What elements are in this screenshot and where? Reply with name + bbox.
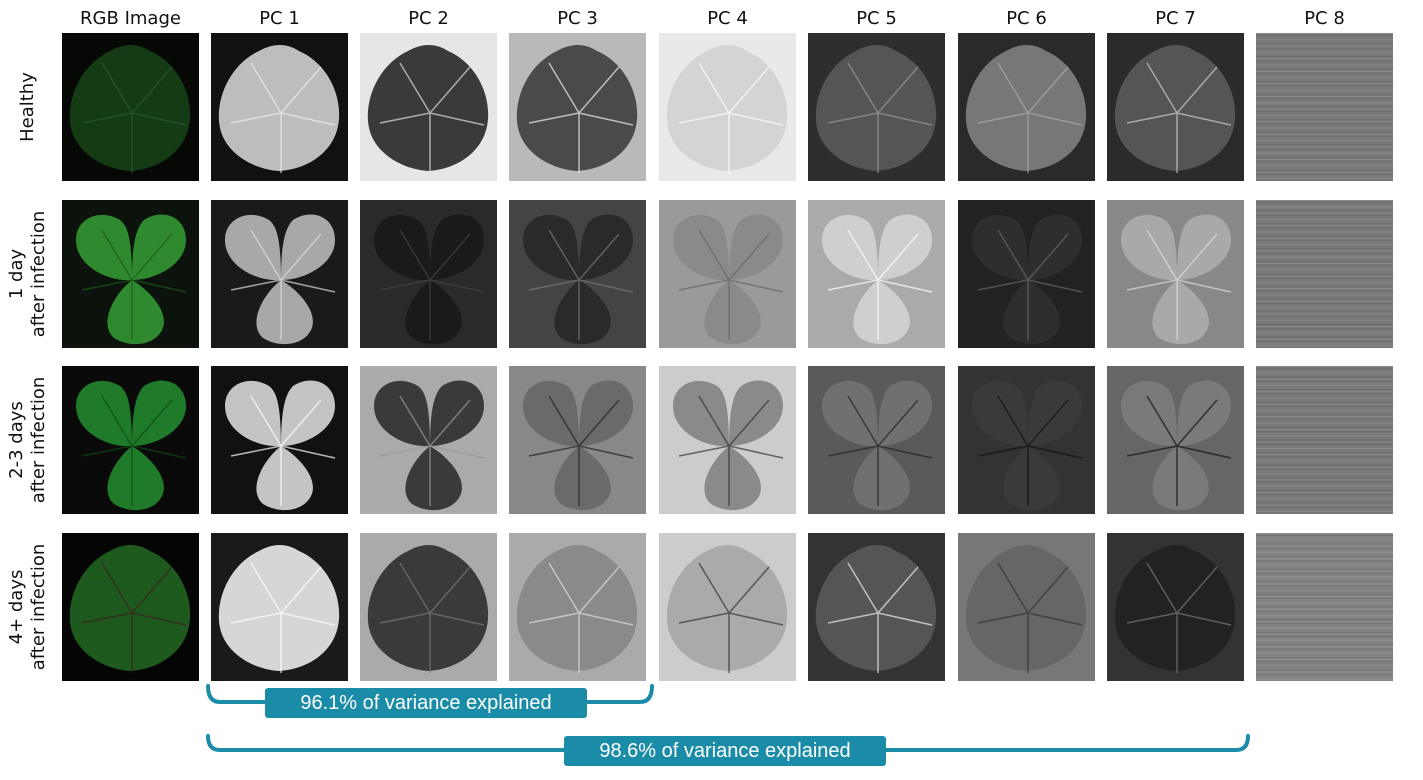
rgb-leaf-image — [62, 200, 199, 348]
pc-leaf-image — [958, 33, 1095, 181]
pc-leaf-image — [1107, 533, 1244, 681]
pc-leaf-image — [1256, 200, 1393, 348]
row-label-healthy: Healthy — [0, 33, 56, 181]
column-header-pc8: PC 8 — [1304, 8, 1345, 29]
variance-label-long: 98.6% of variance explained — [564, 736, 886, 766]
rgb-leaf-image — [62, 33, 199, 181]
row-label-line: 4+ days — [6, 569, 27, 645]
row-label-2-3-days: 2-3 days after infection — [0, 366, 56, 514]
pc-leaf-image — [808, 200, 945, 348]
column-header-pc4: PC 4 — [707, 8, 748, 29]
variance-label-short: 96.1% of variance explained — [265, 688, 587, 718]
pc-leaf-image — [808, 533, 945, 681]
pc-leaf-image — [509, 33, 646, 181]
pc-leaf-image — [509, 533, 646, 681]
pc-leaf-image — [360, 366, 497, 514]
rgb-leaf-image — [62, 366, 199, 514]
column-header-pc3: PC 3 — [557, 8, 598, 29]
row-label-line: after infection — [28, 543, 49, 671]
column-header-pc7: PC 7 — [1155, 8, 1196, 29]
pc-leaf-image — [659, 533, 796, 681]
pc-leaf-image — [509, 200, 646, 348]
pc-leaf-image — [958, 533, 1095, 681]
column-header-pc6: PC 6 — [1006, 8, 1047, 29]
pc-leaf-image — [360, 200, 497, 348]
pc-leaf-image — [659, 200, 796, 348]
pc-leaf-image — [1107, 33, 1244, 181]
row-label-4-plus-days: 4+ days after infection — [0, 533, 56, 681]
pc-leaf-image — [509, 366, 646, 514]
column-header-pc5: PC 5 — [856, 8, 897, 29]
pc-leaf-image — [1256, 366, 1393, 514]
column-header-rgb: RGB Image — [80, 8, 181, 29]
column-header-pc2: PC 2 — [408, 8, 449, 29]
row-label-line: 1 day — [6, 248, 27, 300]
pc-leaf-image — [958, 366, 1095, 514]
row-label-1-day: 1 day after infection — [0, 200, 56, 348]
row-label-line: Healthy — [17, 72, 38, 142]
row-label-line: after infection — [28, 376, 49, 504]
pc-leaf-image — [211, 200, 348, 348]
pc-leaf-image — [211, 533, 348, 681]
pc-leaf-image — [1107, 200, 1244, 348]
pc-leaf-image — [211, 366, 348, 514]
row-label-line: after infection — [28, 210, 49, 338]
pc-leaf-image — [958, 200, 1095, 348]
pc-leaf-image — [1256, 533, 1393, 681]
row-label-line: 2-3 days — [6, 401, 27, 479]
pc-leaf-image — [659, 33, 796, 181]
pc-leaf-image — [360, 33, 497, 181]
pc-leaf-image — [659, 366, 796, 514]
pc-leaf-image — [360, 533, 497, 681]
pc-leaf-image — [808, 366, 945, 514]
column-header-pc1: PC 1 — [259, 8, 300, 29]
rgb-leaf-image — [62, 533, 199, 681]
pc-leaf-image — [1256, 33, 1393, 181]
pc-leaf-image — [211, 33, 348, 181]
pc-leaf-image — [808, 33, 945, 181]
pc-leaf-image — [1107, 366, 1244, 514]
